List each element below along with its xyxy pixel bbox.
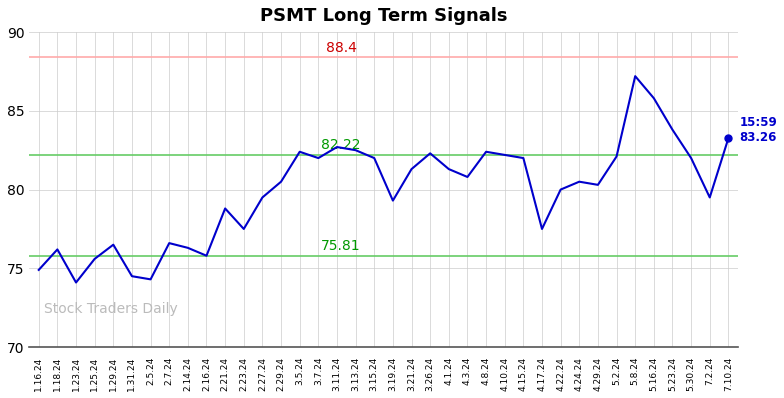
Text: Stock Traders Daily: Stock Traders Daily bbox=[44, 302, 177, 316]
Text: 15:59
83.26: 15:59 83.26 bbox=[739, 116, 777, 144]
Title: PSMT Long Term Signals: PSMT Long Term Signals bbox=[260, 7, 507, 25]
Text: 88.4: 88.4 bbox=[325, 41, 357, 55]
Text: 82.22: 82.22 bbox=[321, 138, 361, 152]
Text: 75.81: 75.81 bbox=[321, 239, 361, 253]
